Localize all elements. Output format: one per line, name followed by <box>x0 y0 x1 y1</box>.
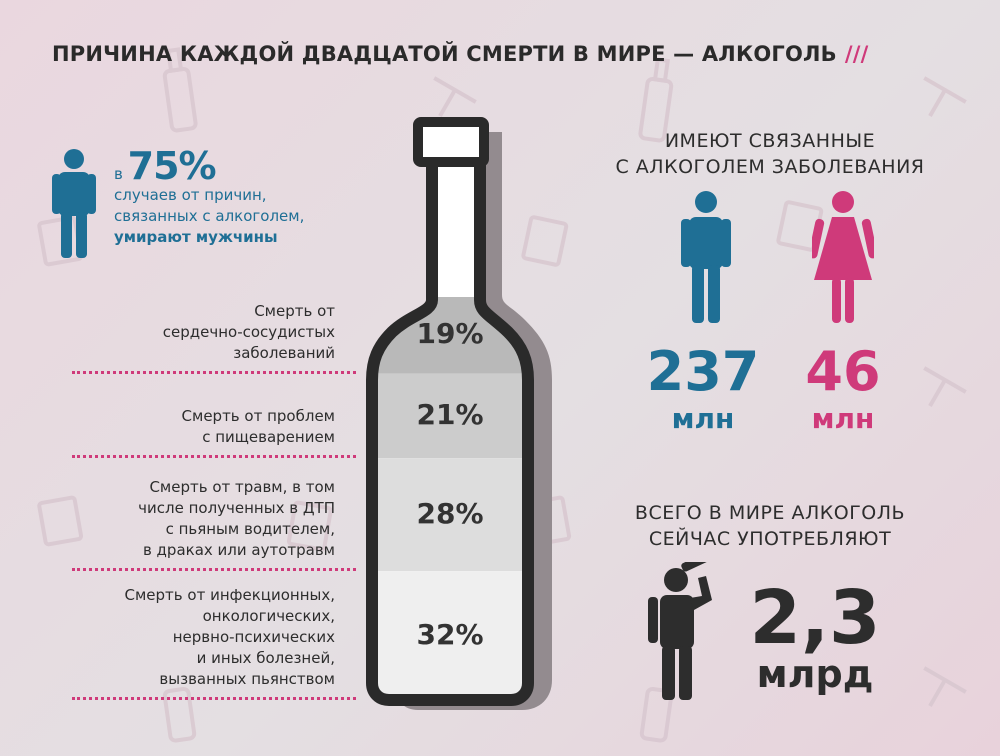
divider-dots <box>72 370 356 374</box>
glass-icon <box>286 500 333 552</box>
segment-percent-label: 21% <box>416 397 484 431</box>
drinkers-unit: млрд <box>756 652 874 696</box>
divider-dots <box>72 568 356 572</box>
cause-label-line: нервно-психических <box>172 628 335 646</box>
bottle-icon <box>638 57 674 143</box>
divider-dots <box>72 455 356 459</box>
cause-label-line: Смерть от травм, в том <box>149 478 335 497</box>
cause-label: Смерть от сердечно-сосудистых заболеваний <box>163 301 335 364</box>
cause-label-line: Смерть от инфекционных, <box>124 586 335 604</box>
drinkers-heading: ВСЕГО В МИРЕ АЛКОГОЛЬ СЕЙЧАС УПОТРЕБЛЯЮТ <box>580 500 960 552</box>
diseases-heading-line2: С АЛКОГОЛЕМ ЗАБОЛЕВАНИЯ <box>615 156 925 178</box>
women-diseases-value: 46 <box>805 340 881 403</box>
corkscrew-icon <box>433 76 477 117</box>
cause-label-line: сердечно-сосудистых <box>162 322 335 341</box>
cause-label-line: и иных болезней, <box>196 649 335 667</box>
men-share-line2: связанных с алкоголем, <box>114 207 305 225</box>
cause-label-line: Смерть от <box>254 301 335 320</box>
cause-label-line: числе полученных в ДТП <box>138 499 335 518</box>
corkscrew-icon <box>923 666 967 707</box>
men-share-block: в 75% случаев от причин, связанных с алк… <box>50 147 360 263</box>
women-diseases-unit: млн <box>811 402 875 435</box>
cause-label-line: заболеваний <box>233 343 335 362</box>
cause-label-line: вызванных пьянством <box>159 670 335 688</box>
divider-dots <box>72 697 356 700</box>
woman-icon <box>812 191 874 323</box>
drinkers-heading-line1: ВСЕГО В МИРЕ АЛКОГОЛЬ <box>634 502 906 524</box>
drinkers-heading-line2: СЕЙЧАС УПОТРЕБЛЯЮТ <box>648 528 892 550</box>
title-mark: /// <box>844 42 869 66</box>
cause-label-line: с пьяным водителем, <box>165 520 335 539</box>
bottle-segment <box>372 571 528 700</box>
cause-label-line: Смерть от проблем <box>181 407 335 426</box>
bottle-segment <box>372 373 528 459</box>
men-share-line3: умирают мужчины <box>114 228 278 246</box>
segment-percent-label: 28% <box>416 496 484 530</box>
glass-icon <box>521 215 569 267</box>
men-diseases-value: 237 <box>646 340 760 403</box>
drinkers-value: 2,3 <box>749 575 881 661</box>
corkscrew-icon <box>923 76 967 117</box>
bottle-cap <box>413 117 489 167</box>
diseases-heading: ИМЕЮТ СВЯЗАННЫЕ С АЛКОГОЛЕМ ЗАБОЛЕВАНИЯ <box>580 128 960 180</box>
men-diseases-unit: млн <box>671 402 735 435</box>
men-share-line1: случаев от причин, <box>114 186 267 204</box>
bottle-icon <box>162 686 197 743</box>
cause-label-line: онкологических, <box>202 607 335 625</box>
cause-label-line: с пищеварением <box>202 428 335 447</box>
bottle-outline <box>366 154 534 706</box>
page-title: ПРИЧИНА КАЖДОЙ ДВАДЦАТОЙ СМЕРТИ В МИРЕ —… <box>52 42 869 66</box>
cause-label: Смерть от травм, в том числе полученных в… <box>138 477 335 561</box>
men-share-prefix: в <box>114 165 123 183</box>
man-icon <box>52 149 96 258</box>
bottle-icon <box>639 686 674 743</box>
drinking-man-icon <box>648 562 712 700</box>
men-share-percent: 75% <box>127 144 217 188</box>
cause-label: Смерть от проблем с пищеварением <box>182 406 335 448</box>
men-share-text: в 75% случаев от причин, связанных с алк… <box>114 147 305 248</box>
man-icon <box>681 191 731 323</box>
segment-percent-label: 19% <box>416 317 484 351</box>
segment-percent-label: 32% <box>416 617 484 651</box>
bottle-segment <box>372 458 528 572</box>
diseases-heading-line1: ИМЕЮТ СВЯЗАННЫЕ <box>664 130 876 152</box>
corkscrew-icon <box>923 366 967 407</box>
cause-label: Смерть от инфекционных, онкологических, не… <box>125 585 335 690</box>
bottle-icon <box>162 47 198 133</box>
glass-icon <box>37 495 84 547</box>
cause-label-line: в драках или аутотравм <box>142 541 335 560</box>
